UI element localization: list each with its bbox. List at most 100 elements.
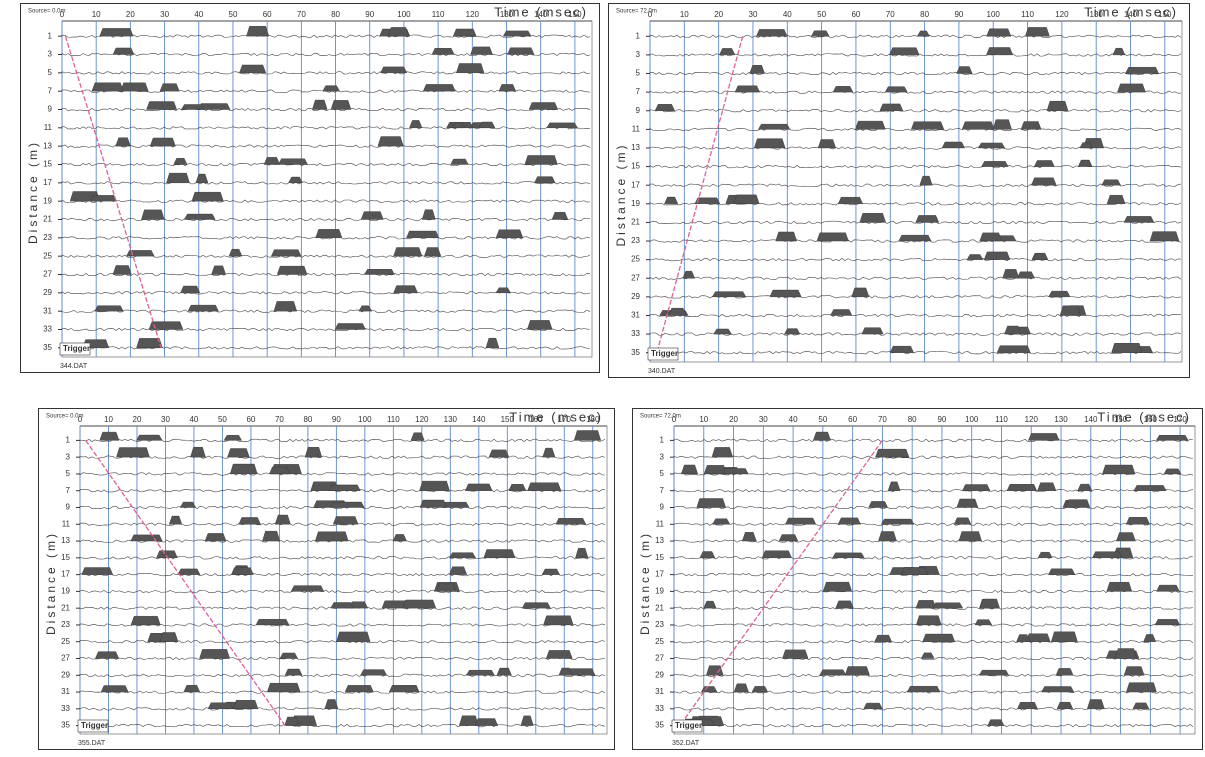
trace-lobe	[1033, 160, 1055, 167]
trace-lobe	[436, 582, 457, 592]
trace-lobe	[1132, 702, 1150, 710]
trace-lobe	[875, 448, 910, 458]
y-tick-label: 17	[43, 178, 52, 187]
trace-lobe	[1031, 177, 1057, 186]
trace-lobe	[782, 649, 809, 659]
trace-lobe	[919, 175, 933, 186]
y-tick-label: 31	[655, 687, 664, 696]
trace-lobe	[751, 686, 769, 693]
trace-lobe	[874, 634, 893, 642]
trace-lobe	[543, 615, 574, 626]
file-label: 352.DAT	[672, 740, 700, 747]
file-label: 355.DAT	[78, 740, 106, 747]
trace	[649, 295, 1182, 299]
x-tick-label: 50	[818, 415, 827, 424]
trace-lobe	[832, 552, 865, 559]
x-tick-label: 140	[472, 415, 486, 424]
trace-lobe	[958, 531, 982, 542]
trace-lobe	[654, 104, 675, 111]
trace-lobe	[94, 305, 124, 312]
trace-lobe	[1086, 699, 1105, 710]
x-tick-label: 30	[160, 10, 169, 19]
y-tick-label: 7	[48, 86, 53, 95]
x-tick-label: 50	[229, 10, 238, 19]
x-tick-label: 40	[789, 415, 798, 424]
x-tick-label: 60	[851, 10, 860, 19]
y-tick-label: 9	[66, 503, 71, 512]
trace	[61, 52, 591, 57]
trigger-label: Trigger	[675, 721, 702, 730]
x-tick-label: 0	[60, 10, 65, 19]
trace-lobe	[542, 447, 556, 458]
trace-lobe	[112, 265, 132, 275]
trace-lobe	[136, 434, 163, 441]
trace-lobe	[116, 447, 150, 458]
x-tick-label: 40	[194, 10, 203, 19]
trace	[79, 573, 606, 577]
trace-lobe	[527, 482, 562, 491]
trigger-box	[77, 719, 109, 733]
trace-lobe	[1111, 343, 1143, 353]
y-tick-label: 19	[655, 586, 664, 595]
y-tick-label: 3	[66, 452, 71, 461]
y-tick-label: 3	[636, 50, 641, 59]
trace-lobe	[424, 247, 442, 257]
x-tick-label: 130	[500, 10, 514, 19]
trace	[673, 640, 1194, 644]
trace	[649, 90, 1182, 94]
trace-lobe	[238, 517, 261, 525]
trace-lobe	[1102, 464, 1136, 475]
trace-lobe	[377, 136, 404, 147]
y-tick-label: 15	[655, 553, 664, 562]
trace-lobe	[682, 270, 696, 279]
trace-lobe	[422, 84, 456, 92]
trace-lobe	[1037, 482, 1057, 491]
x-tick-label: 100	[358, 415, 372, 424]
y-tick-label: 35	[61, 721, 70, 730]
y-tick-label: 17	[655, 570, 664, 579]
source-label: Source= 0.0m	[28, 9, 66, 15]
y-tick-label: 17	[631, 180, 640, 189]
trace	[649, 53, 1182, 57]
trace-lobe	[393, 285, 418, 294]
trace	[79, 724, 606, 728]
trigger-label: Trigger	[63, 344, 90, 353]
y-tick-label: 21	[43, 215, 52, 224]
trace	[649, 239, 1182, 243]
trace	[649, 332, 1182, 336]
trace	[673, 724, 1194, 728]
x-tick-label: 110	[387, 415, 400, 424]
x-tick-label: 10	[680, 10, 689, 19]
trace-lobe	[148, 321, 184, 330]
x-tick-label: 80	[303, 415, 312, 424]
trace	[649, 258, 1182, 262]
trace-lobe	[712, 291, 747, 298]
trace-lobe	[545, 650, 573, 659]
trace-lobe	[1143, 634, 1157, 642]
y-tick-label: 27	[43, 270, 52, 279]
trace-lobe	[956, 498, 979, 508]
x-tick-label: 130	[1054, 415, 1068, 424]
plot-frame	[61, 20, 593, 358]
trace-lobe	[406, 230, 440, 239]
trigger-label: Trigger	[651, 349, 678, 358]
trace-lobe	[966, 254, 984, 260]
y-tick-label: 9	[660, 503, 665, 512]
x-tick-label: 20	[133, 415, 142, 424]
y-tick-label: 21	[655, 603, 664, 612]
trace-lobe	[979, 598, 1000, 609]
source-label: Source= 0.0m	[46, 414, 84, 420]
x-tick-label: 140	[534, 10, 548, 19]
y-tick-label: 31	[631, 311, 640, 320]
trigger-label: Trigger	[81, 721, 108, 730]
y-tick-label: 5	[636, 69, 641, 78]
x-tick-label: 130	[444, 415, 458, 424]
y-tick-label: 21	[61, 603, 70, 612]
trace-lobe	[713, 328, 732, 335]
trace	[61, 162, 591, 167]
trace-lobe	[681, 464, 699, 475]
y-tick-label: 1	[660, 435, 665, 444]
trace-lobe	[992, 119, 1012, 130]
trace-lobe	[694, 197, 721, 205]
